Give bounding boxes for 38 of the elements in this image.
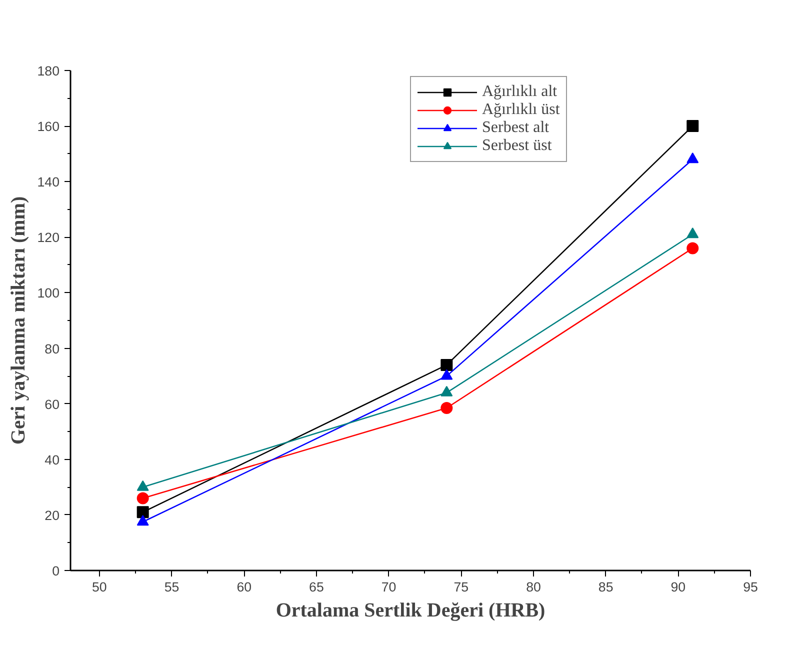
y-tick-label: 60 [44, 396, 60, 412]
x-tick-label: 90 [670, 580, 686, 594]
x-axis-title: Ortalama Sertlik Değeri (HRB) [276, 600, 546, 622]
legend-label: Ağırlıklı alt [482, 83, 558, 101]
x-tick-label: 75 [454, 580, 469, 594]
y-tick-label: 20 [44, 508, 60, 523]
point [686, 120, 699, 132]
y-tick-label: 160 [37, 119, 60, 134]
y-tick-label: 0 [52, 564, 60, 578]
x-tick-label: 60 [236, 580, 252, 594]
legend-label: Serbest alt [482, 119, 550, 137]
point [686, 242, 699, 254]
point [440, 386, 453, 396]
legend-label: Serbest üst [482, 137, 552, 155]
point [136, 480, 149, 491]
point [136, 506, 149, 518]
x-tick-label: 70 [381, 580, 396, 594]
x-tick-label: 50 [92, 580, 107, 594]
y-tick-label: 120 [37, 230, 60, 246]
y-tick-label: 100 [37, 286, 60, 301]
point [440, 369, 453, 380]
x-tick-label: 65 [309, 580, 324, 594]
point [440, 402, 453, 414]
x-tick-label: 85 [598, 580, 614, 594]
legend-label: Ağırlıklı üst [482, 101, 560, 119]
point [686, 228, 699, 238]
point [136, 492, 149, 504]
y-tick-label: 80 [44, 341, 60, 356]
point [686, 152, 699, 164]
x-tick-label: 95 [743, 580, 758, 594]
point [440, 358, 453, 371]
x-tick-label: 55 [164, 580, 180, 594]
point [136, 515, 149, 526]
y-tick-label: 140 [37, 174, 60, 190]
x-tick-label: 80 [526, 580, 541, 594]
y-tick-label: 40 [44, 452, 60, 468]
y-tick-label: 180 [37, 64, 60, 78]
y-axis-title: Geri yaylanma miktarı (mm) [7, 196, 30, 445]
